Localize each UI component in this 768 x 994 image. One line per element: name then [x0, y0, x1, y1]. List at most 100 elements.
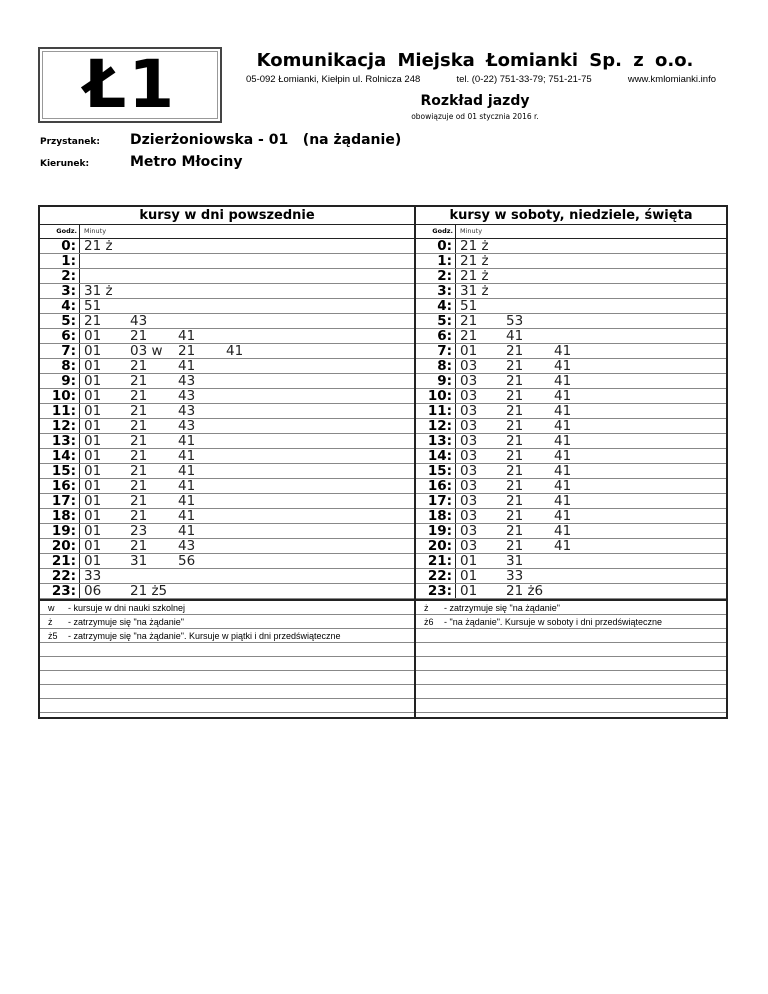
minute-entry: 01 — [84, 329, 102, 344]
timetable-row: 8: 03 21 41 — [416, 359, 726, 374]
timetable-row: 18: 01 21 41 — [40, 509, 414, 524]
minute-entry: 41 — [178, 359, 196, 374]
minute-entry: 21 — [506, 494, 524, 509]
legend-description: - "na żądanie". Kursuje w soboty i dni p… — [444, 617, 663, 627]
timetable-row: 9: 03 21 41 — [416, 374, 726, 389]
timetable-row: 18: 03 21 41 — [416, 509, 726, 524]
hour-cell: 15: — [416, 464, 456, 478]
timetable-row: 19: 03 21 41 — [416, 524, 726, 539]
weekend-title: kursy w soboty, niedziele, święta — [416, 207, 726, 225]
minute-entry: 03 — [460, 389, 478, 404]
hour-header: Godz. — [40, 225, 80, 238]
minute-entry: 01 — [84, 524, 102, 539]
timetable-row: 21: 01 31 — [416, 554, 726, 569]
hour-cell: 11: — [416, 404, 456, 418]
legend-symbol: ż — [424, 603, 429, 613]
minute-entry: 21 — [506, 344, 524, 359]
legend-row — [40, 699, 414, 713]
hour-cell: 13: — [40, 434, 80, 448]
minute-entry: 21 — [506, 389, 524, 404]
legend-symbol: ż6 — [424, 617, 434, 627]
hour-cell: 5: — [416, 314, 456, 328]
minute-entry: 41 — [506, 329, 524, 344]
timetable-row: 15: 01 21 41 — [40, 464, 414, 479]
timetable-row: 2: 21 ż — [416, 269, 726, 284]
legend-row — [40, 643, 414, 657]
minute-entry: 01 — [460, 569, 478, 584]
timetable-row: 2: — [40, 269, 414, 284]
hour-cell: 9: — [40, 374, 80, 388]
stop-name: Dzierżoniowska - 01 (na żądanie) — [130, 132, 402, 148]
hour-cell: 15: — [40, 464, 80, 478]
hour-cell: 22: — [416, 569, 456, 583]
timetable-row: 9: 01 21 43 — [40, 374, 414, 389]
minute-entry: 03 — [460, 509, 478, 524]
hour-cell: 18: — [416, 509, 456, 523]
timetable-row: 0: 21 ż — [40, 239, 414, 254]
minute-entry: 41 — [178, 329, 196, 344]
hour-cell: 1: — [40, 254, 80, 268]
timetable-row: 23: 01 21 ż6 — [416, 584, 726, 599]
minute-entry: 01 — [84, 359, 102, 374]
timetable-row: 0: 21 ż — [416, 239, 726, 254]
hour-cell: 9: — [416, 374, 456, 388]
minute-entry: 53 — [506, 314, 524, 329]
minute-entry: 21 — [460, 314, 478, 329]
minute-entry: 43 — [178, 419, 196, 434]
minute-entry: 41 — [554, 539, 572, 554]
minute-entry: 03 — [460, 494, 478, 509]
direction-label: Kierunek: — [40, 159, 90, 169]
hour-cell: 5: — [40, 314, 80, 328]
legend-symbol: ż — [48, 617, 53, 627]
document-title: Rozkład jazdy — [420, 93, 530, 109]
minute-entry: 41 — [554, 374, 572, 389]
hour-cell: 22: — [40, 569, 80, 583]
hour-cell: 21: — [416, 554, 456, 568]
minute-entry: 21 — [506, 359, 524, 374]
minute-entry: 21 ż — [460, 269, 489, 284]
line-number: Ł1 — [83, 46, 177, 123]
minute-entry: 21 ż5 — [130, 584, 168, 599]
minute-entry: 03 — [460, 479, 478, 494]
minute-entry: 21 — [506, 539, 524, 554]
weekend-header: Godz. Minuty — [416, 225, 726, 239]
minute-entry: 01 — [84, 434, 102, 449]
minute-entry: 21 — [506, 404, 524, 419]
timetable-row: 7: 01 21 41 — [416, 344, 726, 359]
hour-cell: 4: — [40, 299, 80, 313]
minute-entry: 21 — [506, 524, 524, 539]
minute-entry: 21 ż — [460, 254, 489, 269]
timetable-row: 11: 01 21 43 — [40, 404, 414, 419]
weekday-legend: w - kursuje w dni nauki szkolnej ż - zatrzy… — [40, 599, 414, 713]
minute-entry: 33 — [506, 569, 524, 584]
minute-entry: 21 — [130, 329, 148, 344]
minute-entry: 51 — [460, 299, 478, 314]
minute-entry: 21 — [130, 449, 148, 464]
hour-cell: 12: — [40, 419, 80, 433]
legend-row: ż6 - "na żądanie". Kursuje w soboty i dni… — [416, 615, 726, 629]
minute-entry: 41 — [178, 509, 196, 524]
minute-entry: 41 — [554, 434, 572, 449]
legend-row — [40, 657, 414, 671]
hour-cell: 2: — [40, 269, 80, 283]
weekend-timetable: kursy w soboty, niedziele, święta Godz. … — [416, 207, 726, 717]
minute-entry: 41 — [554, 419, 572, 434]
legend-description: - zatrzymuje się "na żądanie". Kursuje w… — [68, 631, 341, 641]
minute-entry: 21 — [130, 359, 148, 374]
minute-entry: 01 — [460, 554, 478, 569]
timetable-row: 12: 03 21 41 — [416, 419, 726, 434]
hour-cell: 3: — [416, 284, 456, 298]
minute-entry: 01 — [84, 494, 102, 509]
hour-cell: 14: — [40, 449, 80, 463]
minute-entry: 03 w — [130, 344, 163, 359]
minute-entry: 03 — [460, 449, 478, 464]
timetable-row: 4: 51 — [40, 299, 414, 314]
hour-cell: 6: — [416, 329, 456, 343]
legend-description: - zatrzymuje się "na żądanie" — [444, 603, 560, 613]
minute-entry: 41 — [178, 449, 196, 464]
minute-entry: 41 — [554, 389, 572, 404]
minute-entry: 41 — [554, 449, 572, 464]
legend-description: - zatrzymuje się "na żądanie" — [68, 617, 184, 627]
minute-entry: 41 — [554, 479, 572, 494]
timetable-row: 8: 01 21 41 — [40, 359, 414, 374]
